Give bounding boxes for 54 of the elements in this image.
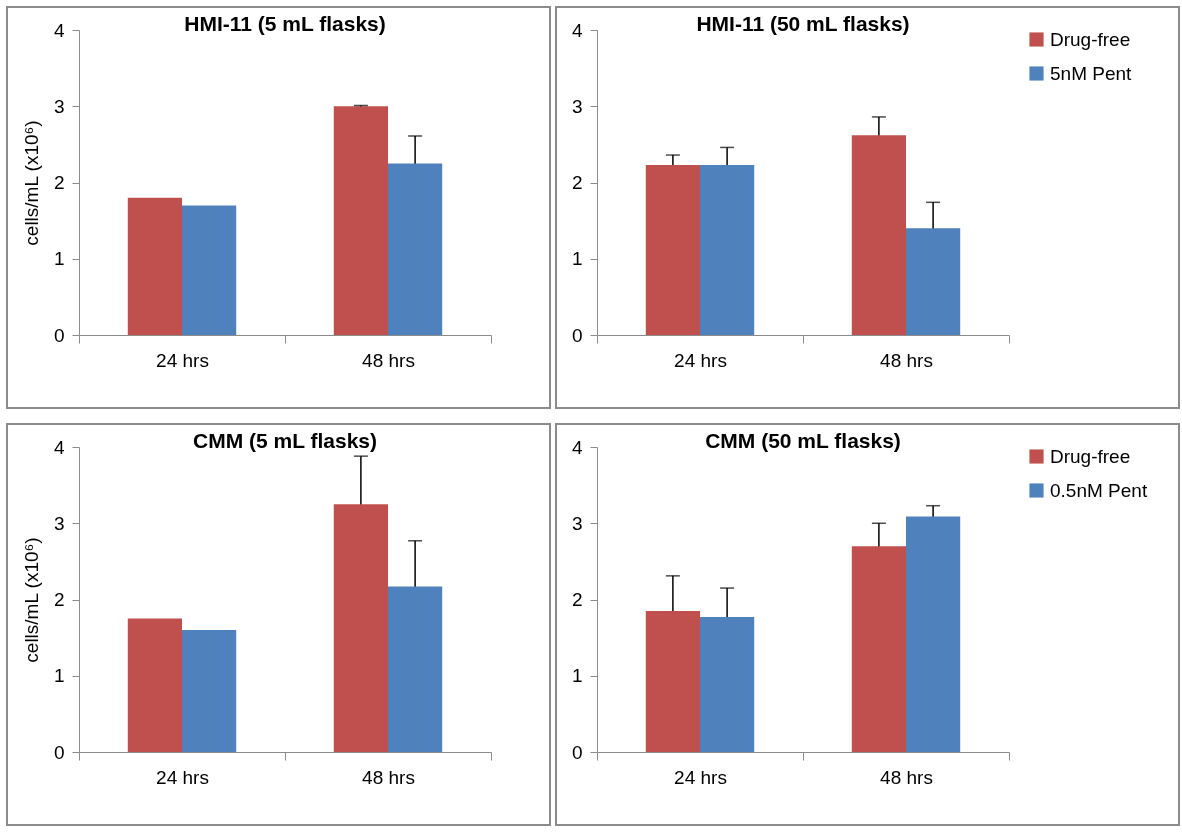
x-tick-label: 24 hrs — [674, 349, 727, 371]
bar — [182, 205, 237, 335]
y-tick-label: 4 — [53, 436, 65, 458]
bar — [333, 106, 388, 335]
bar — [906, 228, 961, 335]
y-tick-label: 3 — [571, 95, 583, 117]
bar — [851, 546, 906, 752]
bar — [388, 586, 443, 752]
y-tick-label: 4 — [53, 19, 65, 41]
bar — [645, 164, 700, 335]
y-tick-label: 0 — [53, 741, 65, 763]
y-tick-label: 4 — [571, 19, 583, 41]
x-tick-label: 24 hrs — [156, 349, 209, 371]
y-tick-label: 2 — [571, 172, 583, 193]
y-tick-label: 1 — [571, 248, 583, 270]
chart-title: HMI-11 (5 mL flasks) — [184, 12, 386, 35]
x-tick-label: 24 hrs — [156, 766, 209, 788]
legend-label: Drug-free — [1050, 28, 1131, 50]
y-tick-label: 1 — [53, 248, 65, 270]
y-tick-label: 0 — [53, 324, 65, 346]
bar — [333, 504, 388, 752]
chart-title: HMI-11 (50 mL flasks) — [696, 12, 910, 35]
y-axis-title: cells/mL (x10⁶) — [20, 537, 42, 663]
x-tick-label: 48 hrs — [880, 766, 933, 788]
y-tick-label: 3 — [571, 512, 583, 534]
bar — [645, 610, 700, 752]
bar — [906, 516, 961, 752]
bar — [851, 135, 906, 335]
x-tick-label: 48 hrs — [880, 349, 933, 371]
x-tick-label: 48 hrs — [362, 766, 415, 788]
y-tick-label: 2 — [571, 589, 583, 610]
bar — [700, 164, 755, 335]
bar — [127, 197, 182, 335]
chart-title: CMM (50 mL flasks) — [705, 429, 901, 452]
legend-label: 5nM Pent — [1050, 62, 1133, 84]
y-tick-label: 1 — [571, 665, 583, 687]
bar — [127, 618, 182, 752]
y-tick-label: 4 — [571, 436, 583, 458]
chart-title: CMM (5 mL flasks) — [193, 429, 377, 452]
legend-label: 0.5nM Pent — [1050, 479, 1148, 501]
y-tick-label: 2 — [53, 172, 65, 193]
bar — [700, 617, 755, 752]
y-tick-label: 2 — [53, 589, 65, 610]
y-axis-title: cells/mL (x10⁶) — [20, 120, 42, 246]
x-tick-label: 48 hrs — [362, 349, 415, 371]
bar — [182, 630, 237, 752]
y-tick-label: 0 — [571, 324, 583, 346]
y-tick-label: 3 — [53, 512, 65, 534]
y-tick-label: 1 — [53, 665, 65, 687]
bar — [388, 163, 443, 335]
y-tick-label: 0 — [571, 741, 583, 763]
y-tick-label: 3 — [53, 95, 65, 117]
legend-label: Drug-free — [1050, 445, 1131, 467]
x-tick-label: 24 hrs — [674, 766, 727, 788]
